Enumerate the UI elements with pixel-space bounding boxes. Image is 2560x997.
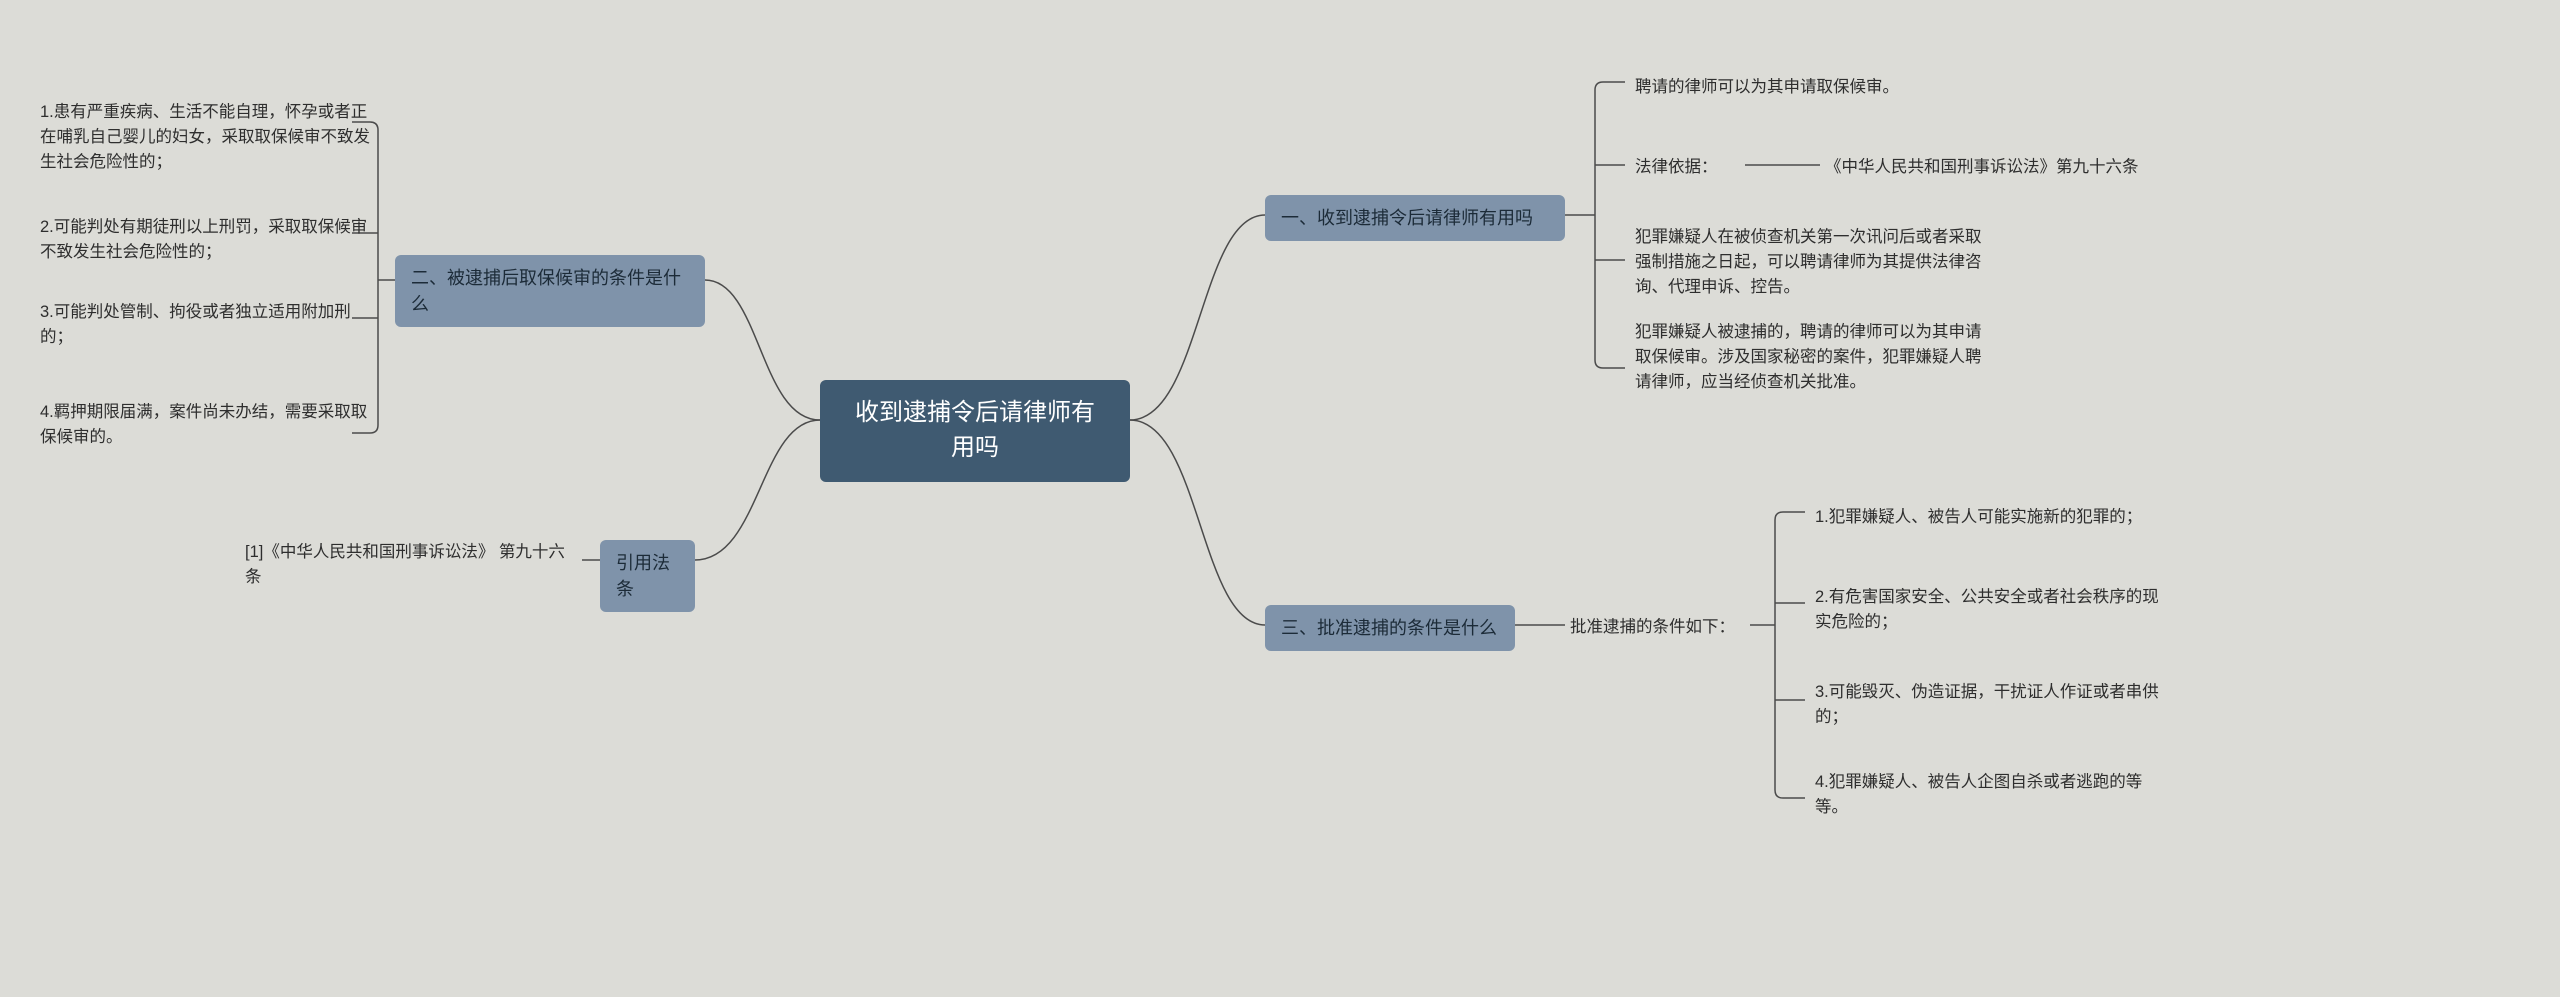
b2-leaf-2-text: 2.可能判处有期徒刑以上刑罚，采取取保候审不致发生社会危险性的； [40,215,370,265]
b3-leaf-3: 3.可能毁灭、伪造证据，干扰证人作证或者串供的； [1815,680,2175,730]
branch-3-label: 三、批准逮捕的条件是什么 [1281,615,1497,641]
b2-leaf-2: 2.可能判处有期徒刑以上刑罚，采取取保候审不致发生社会危险性的； [40,215,370,265]
branch-4[interactable]: 引用法条 [600,540,695,612]
branch-3[interactable]: 三、批准逮捕的条件是什么 [1265,605,1515,651]
branch-1-label: 一、收到逮捕令后请律师有用吗 [1281,205,1533,231]
b1-leaf-2: 法律依据： [1635,155,1745,180]
root-node[interactable]: 收到逮捕令后请律师有用吗 [820,380,1130,482]
b3-mid: 批准逮捕的条件如下： [1570,615,1750,640]
b1-leaf-1: 聘请的律师可以为其申请取保候审。 [1635,75,1965,100]
branch-1[interactable]: 一、收到逮捕令后请律师有用吗 [1265,195,1565,241]
b2-leaf-3-text: 3.可能判处管制、拘役或者独立适用附加刑的； [40,300,370,350]
b2-leaf-1: 1.患有严重疾病、生活不能自理，怀孕或者正在哺乳自己婴儿的妇女，采取取保候审不致… [40,100,370,174]
b1-leaf-2-text: 法律依据： [1635,155,1718,180]
b3-leaf-1-text: 1.犯罪嫌疑人、被告人可能实施新的犯罪的； [1815,505,2142,530]
b1-leaf-2b-text: 《中华人民共和国刑事诉讼法》第九十六条 [1825,155,2139,180]
b1-leaf-3: 犯罪嫌疑人在被侦查机关第一次讯问后或者采取强制措施之日起，可以聘请律师为其提供法… [1635,225,1995,299]
root-label: 收到逮捕令后请律师有用吗 [844,396,1106,466]
b2-leaf-4: 4.羁押期限届满，案件尚未办结，需要采取取保候审的。 [40,400,370,450]
b1-leaf-4-text: 犯罪嫌疑人被逮捕的，聘请的律师可以为其申请取保候审。涉及国家秘密的案件，犯罪嫌疑… [1635,320,1995,394]
b3-leaf-4: 4.犯罪嫌疑人、被告人企图自杀或者逃跑的等等。 [1815,770,2175,820]
b1-leaf-4: 犯罪嫌疑人被逮捕的，聘请的律师可以为其申请取保候审。涉及国家秘密的案件，犯罪嫌疑… [1635,320,1995,394]
b4-leaf-1: [1]《中华人民共和国刑事诉讼法》 第九十六条 [245,540,580,590]
b3-leaf-4-text: 4.犯罪嫌疑人、被告人企图自杀或者逃跑的等等。 [1815,770,2175,820]
b2-leaf-3: 3.可能判处管制、拘役或者独立适用附加刑的； [40,300,370,350]
b3-leaf-1: 1.犯罪嫌疑人、被告人可能实施新的犯罪的； [1815,505,2175,530]
b3-leaf-3-text: 3.可能毁灭、伪造证据，干扰证人作证或者串供的； [1815,680,2175,730]
b1-leaf-2b: 《中华人民共和国刑事诉讼法》第九十六条 [1825,155,2185,180]
branch-2[interactable]: 二、被逮捕后取保候审的条件是什么 [395,255,705,327]
b3-leaf-2: 2.有危害国家安全、公共安全或者社会秩序的现实危险的； [1815,585,2175,635]
branch-4-label: 引用法条 [616,550,679,602]
b2-leaf-4-text: 4.羁押期限届满，案件尚未办结，需要采取取保候审的。 [40,400,370,450]
b4-leaf-1-text: [1]《中华人民共和国刑事诉讼法》 第九十六条 [245,540,580,590]
b1-leaf-3-text: 犯罪嫌疑人在被侦查机关第一次讯问后或者采取强制措施之日起，可以聘请律师为其提供法… [1635,225,1995,299]
branch-2-label: 二、被逮捕后取保候审的条件是什么 [411,265,689,317]
b3-leaf-2-text: 2.有危害国家安全、公共安全或者社会秩序的现实危险的； [1815,585,2175,635]
b2-leaf-1-text: 1.患有严重疾病、生活不能自理，怀孕或者正在哺乳自己婴儿的妇女，采取取保候审不致… [40,100,370,174]
b3-mid-text: 批准逮捕的条件如下： [1570,615,1735,640]
b1-leaf-1-text: 聘请的律师可以为其申请取保候审。 [1635,75,1899,100]
